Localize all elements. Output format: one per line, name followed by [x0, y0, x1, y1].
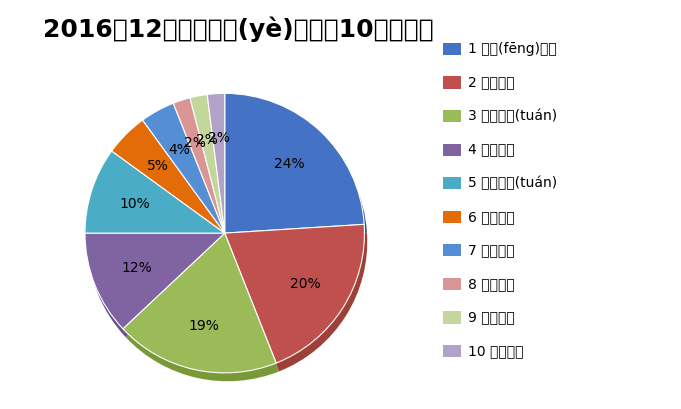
Wedge shape: [114, 128, 227, 241]
Text: 9 華菱汽車: 9 華菱汽車: [468, 310, 515, 324]
Wedge shape: [145, 112, 227, 241]
Text: 12%: 12%: [121, 261, 152, 275]
Wedge shape: [227, 102, 367, 241]
Text: 2%: 2%: [196, 133, 218, 147]
Wedge shape: [225, 225, 364, 363]
Text: 24%: 24%: [274, 157, 305, 171]
Text: 20%: 20%: [289, 277, 320, 291]
Wedge shape: [126, 241, 279, 381]
Wedge shape: [207, 93, 225, 233]
Text: 5 一汽集團(tuán): 5 一汽集團(tuán): [468, 176, 557, 190]
Wedge shape: [88, 241, 227, 337]
Text: 3 陜汽集團(tuán): 3 陜汽集團(tuán): [468, 109, 557, 123]
Text: 1 東風(fēng)汽車: 1 東風(fēng)汽車: [468, 42, 556, 56]
Text: 10 北奔重汽: 10 北奔重汽: [468, 344, 523, 358]
Wedge shape: [85, 151, 225, 233]
Text: 7 江淮汽車: 7 江淮汽車: [468, 243, 514, 257]
Text: 6 大運汽車: 6 大運汽車: [468, 210, 515, 224]
Wedge shape: [123, 233, 276, 373]
Text: 4 北汽福田: 4 北汽福田: [468, 143, 514, 157]
Wedge shape: [85, 233, 225, 329]
Wedge shape: [225, 93, 364, 233]
Text: 2%: 2%: [185, 136, 206, 150]
Text: 8 上汽紅巖: 8 上汽紅巖: [468, 277, 515, 291]
Text: 5%: 5%: [146, 159, 168, 173]
Wedge shape: [88, 160, 227, 241]
Wedge shape: [142, 103, 225, 233]
Wedge shape: [173, 98, 225, 233]
Text: 10%: 10%: [119, 197, 150, 211]
Wedge shape: [190, 94, 225, 233]
Text: 2%: 2%: [208, 131, 229, 145]
Wedge shape: [210, 102, 227, 241]
Text: 2016年12月重卡企業(yè)ＴＯＰ10銷售情況: 2016年12月重卡企業(yè)ＴＯＰ10銷售情況: [43, 16, 434, 42]
Wedge shape: [227, 233, 367, 371]
Wedge shape: [193, 103, 227, 241]
Text: 2 中國重汽: 2 中國重汽: [468, 76, 514, 90]
Text: 19%: 19%: [189, 319, 219, 333]
Wedge shape: [176, 106, 227, 241]
Wedge shape: [112, 120, 225, 233]
Text: 4%: 4%: [168, 143, 190, 157]
